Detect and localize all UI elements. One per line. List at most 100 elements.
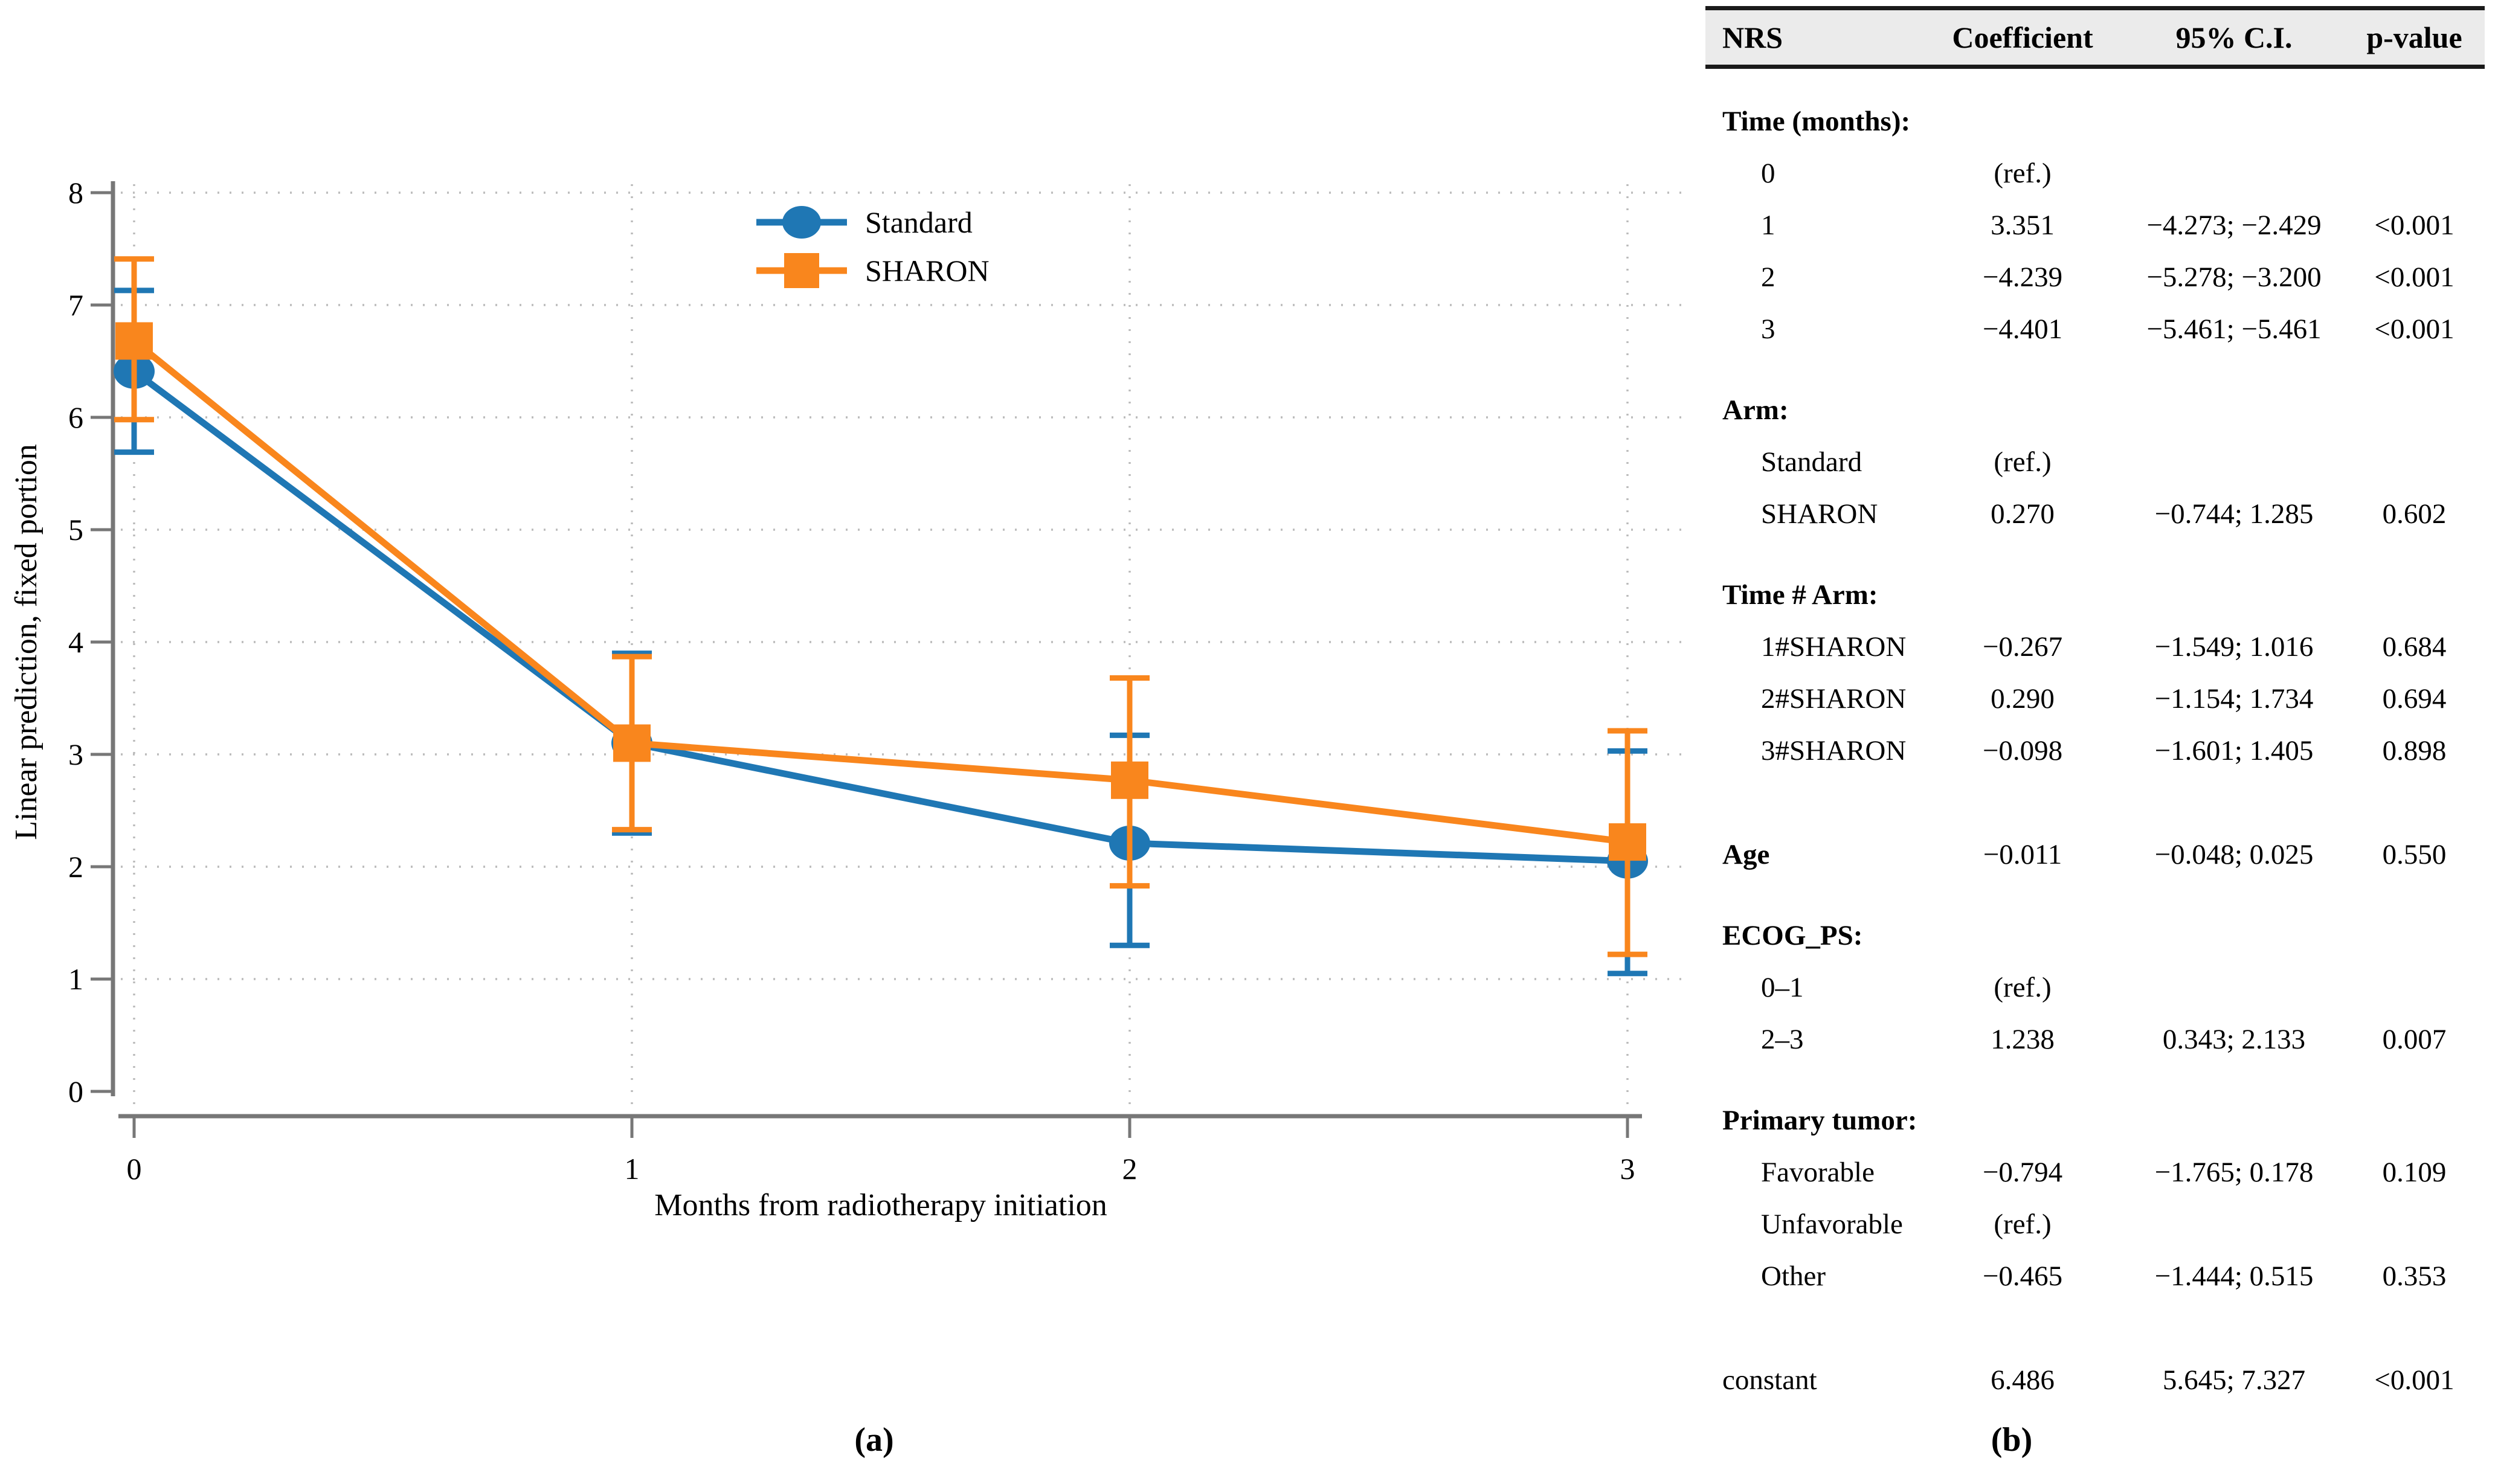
series-standard [114,287,1648,977]
x-tick-label: 2 [1122,1152,1138,1186]
row-value: −4.401 [1982,313,2063,345]
row-value: 0.270 [1991,498,2055,530]
table-row: 0 (ref.) [1705,147,2485,199]
row-value: (ref.) [1994,1209,2052,1240]
row-label: 2–3 [1761,1024,1804,1055]
row-value: <0.001 [2374,313,2455,345]
table-row: Unfavorable (ref.) [1705,1198,2485,1250]
row-label: SHARON [1761,498,1878,530]
row-value: 0.550 [2382,839,2447,870]
row-value: −4.239 [1982,262,2063,293]
table-row: SHARON 0.270 −0.744; 1.285 0.602 [1705,488,2485,540]
row-value: −4.273; −2.429 [2146,210,2322,241]
column-header-coefficient: Coefficient [1952,21,2093,54]
table-body: Time (months): 0 (ref.) 1 3.351 −4.273; −2.42… [1705,95,2485,1406]
group-row-age: Age −0.011 −0.048; 0.025 0.550 [1705,829,2485,881]
line-chart: 0 1 2 3 4 5 6 7 8 0 1 2 3 Months from radiotherapy in… [9,176,1688,1222]
table-row: 3#SHARON −0.098 −1.601; 1.405 0.898 [1705,725,2485,777]
table-row: 0–1 (ref.) [1705,962,2485,1013]
group-row-constant: constant 6.486 5.645; 7.327 <0.001 [1705,1354,2485,1406]
row-value: (ref.) [1994,972,2052,1003]
row-label: Arm: [1722,394,1789,426]
legend-marker-circle [782,206,821,239]
row-label: constant [1722,1364,1817,1396]
caption-a: (a) [854,1421,894,1459]
group-row-primary-tumor-: Primary tumor: [1705,1094,2485,1146]
legend-label: SHARON [865,254,990,287]
table-row: 2 −4.239 −5.278; −3.200 <0.001 [1705,251,2485,303]
table-row: Other −0.465 −1.444; 0.515 0.353 [1705,1250,2485,1302]
row-label: Favorable [1761,1157,1875,1188]
row-value: −0.048; 0.025 [2154,839,2314,870]
row-value: −0.011 [1983,839,2062,870]
row-value: 0.694 [2382,683,2447,715]
row-value: −5.461; −5.461 [2146,313,2322,345]
x-tick-label: 0 [127,1152,142,1186]
caption-b: (b) [1991,1421,2033,1459]
tick-labels: 0 1 2 3 4 5 6 7 8 0 1 2 3 [68,176,1635,1186]
row-label: Standard [1761,446,1862,478]
group-row-time-arm-: Time # Arm: [1705,569,2485,621]
row-value: 3.351 [1991,210,2055,241]
y-tick-label: 5 [68,513,83,547]
row-label: 2#SHARON [1761,683,1907,715]
row-value: −0.465 [1982,1261,2063,1292]
y-tick-label: 6 [68,400,83,434]
row-value: −1.444; 0.515 [2154,1261,2314,1292]
row-value: <0.001 [2374,262,2455,293]
series-sharon [114,256,1647,957]
row-value: −0.794 [1982,1157,2063,1188]
table-row: Standard (ref.) [1705,436,2485,488]
row-value: −1.154; 1.734 [2154,683,2314,715]
legend-label: Standard [865,205,973,239]
row-value: −1.549; 1.016 [2154,631,2314,663]
row-label: 0–1 [1761,972,1804,1003]
group-row-time-months-: Time (months): [1705,95,2485,147]
row-label: 2 [1761,262,1775,293]
y-tick-label: 3 [68,737,83,771]
row-value: −0.098 [1982,735,2063,766]
gridlines [121,184,1688,1114]
table-row: 2#SHARON 0.290 −1.154; 1.734 0.694 [1705,673,2485,725]
x-tick-label: 1 [625,1152,640,1186]
row-value: 0.343; 2.133 [2162,1024,2306,1055]
x-axis-title: Months from radiotherapy initiation [654,1188,1107,1222]
row-label: 3#SHARON [1761,735,1907,766]
row-value: 0.007 [2382,1024,2447,1055]
row-label: Age [1722,839,1770,870]
row-value: −0.267 [1982,631,2063,663]
y-tick-label: 2 [68,850,83,884]
row-label: Primary tumor: [1722,1105,1917,1136]
row-label: 1 [1761,210,1775,241]
row-value: <0.001 [2374,210,2455,241]
row-label: Time # Arm: [1722,579,1878,611]
row-value: 5.645; 7.327 [2162,1364,2306,1396]
row-value: <0.001 [2374,1364,2455,1396]
row-value: −1.601; 1.405 [2154,735,2314,766]
table-row: 1#SHARON −0.267 −1.549; 1.016 0.684 [1705,621,2485,673]
row-label: 3 [1761,313,1775,345]
row-value: −5.278; −3.200 [2146,262,2322,293]
chart-panel: 0 1 2 3 4 5 6 7 8 0 1 2 3 Months from radiotherapy in… [9,176,1688,1459]
row-value: (ref.) [1994,446,2052,478]
table-row: 3 −4.401 −5.461; −5.461 <0.001 [1705,303,2485,355]
row-value: 0.602 [2382,498,2447,530]
row-label: 1#SHARON [1761,631,1907,663]
y-tick-label: 4 [68,625,83,659]
row-value: 1.238 [1991,1024,2055,1055]
x-tick-label: 3 [1620,1152,1635,1186]
row-value: 0.898 [2382,735,2447,766]
y-tick-label: 0 [68,1074,83,1108]
column-header-nrs: NRS [1722,21,1783,54]
table-row: 1 3.351 −4.273; −2.429 <0.001 [1705,199,2485,251]
y-tick-label: 1 [68,962,83,996]
table-row: 2–3 1.238 0.343; 2.133 0.007 [1705,1013,2485,1065]
row-value: (ref.) [1994,158,2052,189]
row-value: 0.353 [2382,1261,2447,1292]
row-value: 0.684 [2382,631,2447,663]
group-row-ecog-ps-: ECOG_PS: [1705,910,2485,962]
row-value: 0.109 [2382,1157,2447,1188]
row-label: 0 [1761,158,1775,189]
group-row-arm-: Arm: [1705,384,2485,436]
